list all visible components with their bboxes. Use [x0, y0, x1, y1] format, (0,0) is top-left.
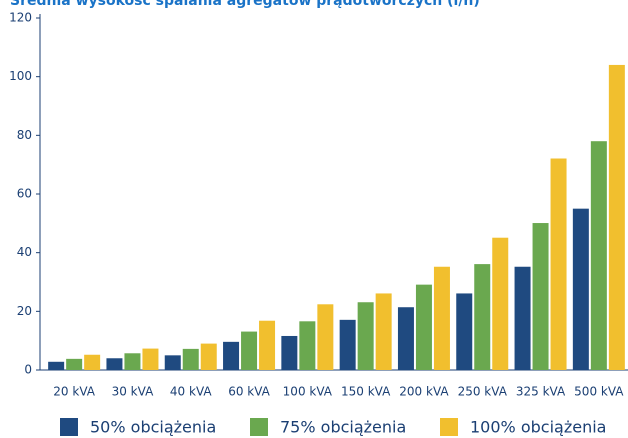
bar	[223, 341, 240, 370]
legend-swatch	[440, 418, 458, 436]
y-tick-label: 0	[24, 363, 32, 377]
bar	[241, 331, 258, 370]
bar	[415, 284, 432, 370]
bar	[182, 348, 199, 370]
bar	[48, 361, 65, 370]
x-tick-label: 325 kVA	[516, 385, 566, 399]
bar	[456, 293, 473, 370]
bar	[164, 355, 181, 370]
y-tick-label: 40	[17, 245, 32, 259]
x-tick-label: 200 kVA	[399, 385, 449, 399]
bar	[590, 141, 607, 370]
legend-label: 100% obciążenia	[470, 418, 606, 437]
legend-label: 75% obciążenia	[280, 418, 406, 437]
bar	[200, 343, 217, 370]
bar	[397, 307, 414, 370]
bar	[357, 302, 374, 370]
x-tick-label: 40 kVA	[170, 385, 212, 399]
bar	[474, 264, 491, 370]
y-tick-label: 60	[17, 187, 32, 201]
bar	[608, 64, 625, 370]
bar	[433, 266, 450, 370]
x-tick-label: 500 kVA	[574, 385, 624, 399]
bar	[492, 237, 509, 370]
bar	[532, 223, 549, 370]
legend-label: 50% obciążenia	[90, 418, 216, 437]
chart-title: Średnia wysokość spalania agregatów prąd…	[10, 0, 480, 9]
bar	[142, 348, 159, 370]
x-tick-label: 30 kVA	[112, 385, 154, 399]
y-tick-label: 80	[17, 128, 32, 142]
legend-swatch	[60, 418, 78, 436]
bar	[375, 293, 392, 370]
x-tick-label: 150 kVA	[341, 385, 391, 399]
bar	[550, 158, 567, 370]
bar	[259, 320, 276, 370]
y-tick-label: 100	[9, 69, 32, 83]
x-tick-label: 20 kVA	[53, 385, 95, 399]
bar	[317, 304, 334, 370]
bar	[106, 358, 123, 370]
bar	[339, 319, 356, 370]
x-tick-label: 250 kVA	[458, 385, 508, 399]
y-tick-label: 120	[9, 11, 32, 25]
x-tick-label: 100 kVA	[283, 385, 333, 399]
bar	[84, 354, 101, 370]
bar	[281, 335, 298, 370]
bar	[572, 208, 589, 370]
bar	[299, 321, 316, 370]
bar	[514, 266, 531, 370]
bar	[124, 353, 141, 370]
y-tick-label: 20	[17, 304, 32, 318]
x-tick-label: 60 kVA	[228, 385, 270, 399]
bar	[66, 358, 83, 370]
legend-swatch	[250, 418, 268, 436]
